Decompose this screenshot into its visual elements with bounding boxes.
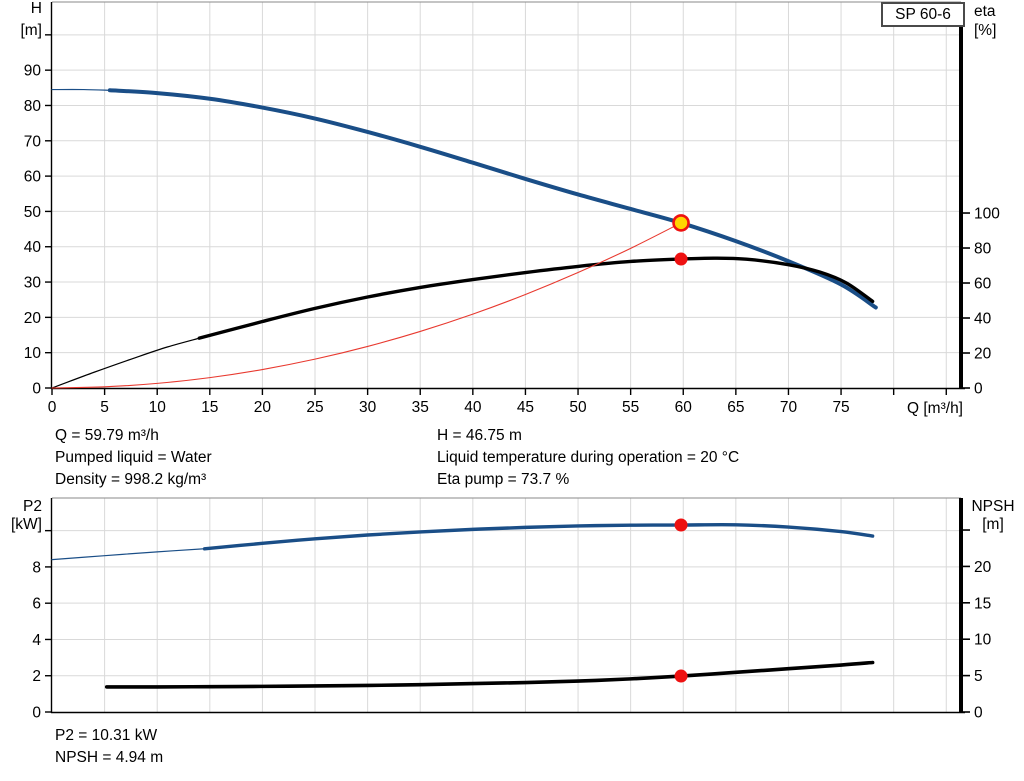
left-tick-label: 2 bbox=[32, 668, 41, 685]
left-tick-label: 70 bbox=[24, 133, 42, 150]
h-axis-name: H bbox=[30, 0, 42, 17]
duty-point-eta[interactable] bbox=[674, 252, 688, 266]
readout-h: H = 46.75 m bbox=[437, 427, 522, 444]
right-tick-label: 0 bbox=[974, 381, 983, 398]
x-tick-label: 45 bbox=[517, 399, 534, 416]
duty-point-h[interactable] bbox=[672, 214, 690, 232]
right-tick-label: 20 bbox=[974, 346, 992, 363]
left-tick-label: 0 bbox=[32, 705, 41, 722]
duty-point-npsh[interactable] bbox=[674, 669, 688, 683]
p2-curve-thin bbox=[51, 548, 206, 561]
x-tick-label: 25 bbox=[306, 399, 323, 416]
h-curve bbox=[107, 88, 878, 310]
left-tick-label: 40 bbox=[24, 239, 42, 256]
eta-curve-thin bbox=[51, 337, 200, 389]
right-tick-label: 40 bbox=[974, 311, 992, 328]
left-tick-label: 80 bbox=[24, 98, 42, 115]
p2-axis-unit: [kW] bbox=[11, 516, 42, 533]
left-tick-label: 20 bbox=[24, 310, 42, 327]
x-tick-label: 60 bbox=[675, 399, 693, 416]
right-tick-label: 0 bbox=[974, 705, 983, 722]
pump-model-label: SP 60-6 bbox=[895, 5, 951, 23]
h-curve-thin bbox=[51, 88, 111, 91]
readout-eta: Eta pump = 73.7 % bbox=[437, 471, 570, 488]
x-tick-label: 65 bbox=[727, 399, 744, 416]
x-tick-label: 55 bbox=[622, 399, 639, 416]
x-tick-label: 0 bbox=[48, 399, 57, 416]
x-tick-label: 75 bbox=[832, 399, 849, 416]
x-tick-label: 10 bbox=[149, 399, 167, 416]
x-tick-label: 50 bbox=[569, 399, 587, 416]
p2-curve bbox=[202, 523, 875, 551]
left-tick-label: 30 bbox=[24, 275, 42, 292]
npsh-curve bbox=[104, 660, 875, 689]
right-tick-label: 20 bbox=[974, 559, 992, 576]
x-tick-label: 20 bbox=[254, 399, 272, 416]
left-tick-label: 90 bbox=[24, 63, 42, 80]
duty-point-p2[interactable] bbox=[674, 518, 688, 532]
readout-q: Q = 59.79 m³/h bbox=[55, 427, 159, 444]
readout-density: Density = 998.2 kg/m³ bbox=[55, 471, 207, 488]
readout-npsh: NPSH = 4.94 m bbox=[55, 749, 164, 766]
right-tick-label: 60 bbox=[974, 276, 992, 293]
readout-temp: Liquid temperature during operation = 20… bbox=[437, 449, 740, 466]
eta-curve bbox=[197, 256, 875, 340]
right-tick-label: 80 bbox=[974, 241, 992, 258]
left-tick-label: 6 bbox=[32, 596, 41, 613]
readout-liquid: Pumped liquid = Water bbox=[55, 449, 212, 466]
right-tick-label: 15 bbox=[974, 595, 991, 612]
p2-axis-name: P2 bbox=[23, 498, 42, 515]
left-tick-label: 10 bbox=[24, 345, 42, 362]
pump-model-badge[interactable]: SP 60-6 bbox=[881, 2, 965, 27]
right-tick-label: 100 bbox=[974, 206, 1000, 223]
system-curve bbox=[51, 222, 682, 389]
eta-axis-name: eta bbox=[974, 3, 996, 20]
x-tick-label: 5 bbox=[100, 399, 109, 416]
right-tick-label: 5 bbox=[974, 668, 983, 685]
right-tick-label: 10 bbox=[974, 632, 992, 649]
x-tick-label: 15 bbox=[201, 399, 218, 416]
x-tick-label: 70 bbox=[780, 399, 798, 416]
left-tick-label: 4 bbox=[32, 632, 41, 649]
left-tick-label: 8 bbox=[32, 559, 41, 576]
left-tick-label: 0 bbox=[32, 381, 41, 398]
npsh-axis-name: NPSH bbox=[971, 498, 1015, 515]
x-tick-label: 40 bbox=[464, 399, 482, 416]
x-tick-label: 30 bbox=[359, 399, 377, 416]
left-tick-label: 50 bbox=[24, 204, 42, 221]
left-tick-label: 60 bbox=[24, 169, 42, 186]
readout-p2: P2 = 10.31 kW bbox=[55, 727, 158, 744]
eta-axis-unit: [%] bbox=[974, 22, 997, 39]
h-axis-unit: [m] bbox=[20, 22, 42, 39]
q-axis-label: Q [m³/h] bbox=[907, 400, 963, 417]
x-tick-label: 35 bbox=[412, 399, 429, 416]
npsh-axis-unit: [m] bbox=[982, 516, 1004, 533]
